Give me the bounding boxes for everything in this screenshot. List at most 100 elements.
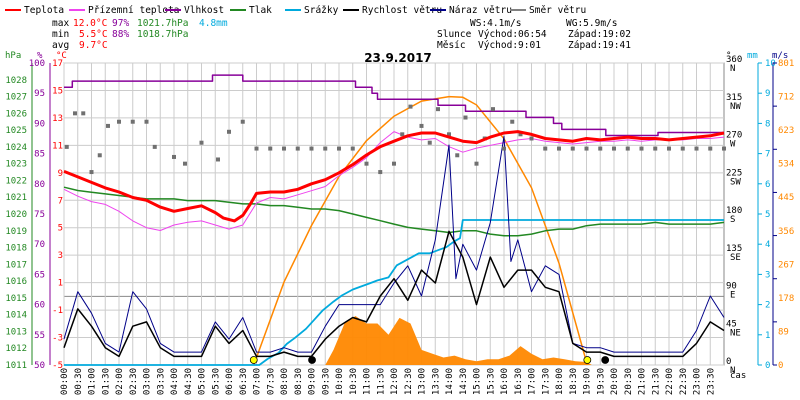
wind-direction-dot	[295, 146, 300, 151]
x-tick-label: 13:00	[418, 368, 428, 395]
x-tick-label: 04:00	[170, 368, 180, 395]
y-tick-pct: 60	[34, 301, 45, 311]
y-tick-degc: 1	[58, 279, 63, 289]
y-tick-degc: 5	[58, 224, 63, 234]
y-tick-degc: 9	[58, 169, 63, 179]
wind-direction-dot	[557, 146, 561, 151]
y-tick-dir: 360	[726, 55, 742, 65]
x-tick-label: 06:30	[239, 368, 249, 395]
wind-direction-dot	[152, 144, 157, 149]
wind-direction-dot	[722, 146, 726, 151]
legend-label: Rychlost větru	[362, 5, 442, 16]
x-tick-label: 04:30	[184, 368, 194, 395]
y-tick-hpa: 1027	[5, 93, 27, 103]
x-tick-label: 07:00	[253, 368, 263, 395]
y-tick-pct: 50	[34, 361, 45, 371]
x-tick-label: 00:30	[74, 368, 84, 395]
wind-direction-dot	[400, 132, 405, 137]
y-tick-pct: 65	[34, 270, 45, 280]
wind-direction-dot	[463, 115, 468, 120]
wind-direction-dot	[447, 132, 451, 137]
wind-direction-dot	[653, 146, 658, 151]
y-tick-dir-compass: SE	[730, 253, 741, 263]
chart-title: 23.9.2017	[364, 51, 432, 65]
x-tick-label: 17:00	[528, 368, 538, 395]
y-tick-hpa: 1028	[5, 76, 27, 86]
y-tick-degc: -1	[52, 306, 63, 316]
wind-direction-dot	[144, 119, 149, 124]
wind-direction-dot	[282, 146, 286, 151]
y-tick-dir: 90	[726, 282, 737, 292]
x-tick-label: 12:30	[404, 368, 414, 395]
x-tick-label: 01:30	[101, 368, 111, 395]
series-vlhkost	[64, 74, 724, 137]
y-tick-degc: 17	[52, 59, 63, 69]
x-tick-label: 14:00	[445, 368, 455, 395]
wind-direction-dot	[436, 107, 440, 112]
y-tick-wm2: 801	[778, 59, 794, 69]
y-tick-mm: 7	[765, 150, 770, 160]
x-tick-label: 23:00	[693, 368, 703, 395]
legend-label: Srážky	[304, 5, 339, 16]
y-tick-dir-compass: N	[730, 366, 735, 376]
y-tick-mm: 3	[765, 270, 770, 280]
x-tick-label: 09:00	[308, 368, 318, 395]
sunset-marker	[583, 356, 592, 364]
wind-direction-dot	[455, 153, 460, 158]
y-tick-pct: 80	[34, 180, 45, 190]
unit-hpa: hPa	[5, 51, 21, 61]
wind-direction-dot	[510, 119, 515, 124]
wind-direction-dot	[502, 146, 506, 151]
y-tick-hpa: 1011	[5, 361, 27, 371]
y-tick-dir: 315	[726, 93, 742, 103]
y-tick-dir: 225	[726, 168, 742, 178]
info-moonrise: Východ:9:01	[478, 40, 541, 51]
unit-pct: %	[37, 51, 43, 61]
y-tick-wm2: 89	[778, 327, 789, 337]
x-tick-label: 08:00	[280, 368, 290, 395]
y-tick-mm: 8	[765, 119, 770, 129]
y-tick-hpa: 1021	[5, 193, 27, 203]
x-tick-label: 17:30	[541, 368, 551, 395]
radiation-area	[325, 316, 592, 365]
y-tick-mm: 0	[765, 361, 770, 371]
y-tick-wm2: 356	[778, 227, 794, 237]
y-tick-dir: 135	[726, 244, 742, 254]
x-tick-label: 09:30	[321, 368, 331, 395]
info-ws: WS:4.1m/s	[470, 18, 521, 29]
info-block: WS:4.1m/s WG:5.9m/s Slunce Východ:06:54 …	[437, 18, 631, 51]
x-tick-label: 11:00	[363, 368, 373, 395]
stats-min-press: 1018.7hPa	[137, 29, 188, 40]
info-wg: WG:5.9m/s	[566, 18, 617, 29]
y-tick-hpa: 1015	[5, 294, 27, 304]
series-tlak	[63, 186, 725, 237]
wind-direction-dot	[708, 146, 713, 151]
y-tick-mm: 9	[765, 89, 770, 99]
x-tick-label: 12:00	[390, 368, 400, 395]
x-tick-label: 22:00	[665, 368, 675, 395]
wind-direction-dot	[254, 146, 259, 151]
x-tick-label: 08:30	[294, 368, 304, 395]
y-tick-dir-compass: SW	[730, 177, 741, 187]
x-tick-label: 16:30	[514, 368, 524, 395]
stats-max-hum: 97%	[112, 18, 129, 29]
stats-max-label: max	[52, 18, 69, 29]
wind-direction-dot	[172, 154, 176, 159]
wind-direction-dot	[350, 146, 355, 151]
y-tick-mm: 6	[765, 180, 770, 190]
y-tick-dir-compass: NE	[730, 328, 741, 338]
x-tick-label: 21:00	[638, 368, 648, 395]
y-tick-dir-compass: S	[730, 215, 735, 225]
series-srazky	[64, 219, 724, 366]
x-tick-label: 07:30	[266, 368, 276, 395]
y-tick-hpa: 1025	[5, 126, 27, 136]
y-tick-dir-compass: W	[730, 140, 736, 150]
y-tick-hpa: 1013	[5, 327, 27, 337]
y-tick-degc: 7	[58, 196, 63, 206]
moonset-marker	[601, 356, 610, 364]
wind-direction-dot	[570, 146, 575, 151]
x-tick-label: 10:00	[335, 368, 345, 395]
unit-mm: mm	[747, 51, 758, 61]
y-tick-degc: 3	[58, 251, 63, 261]
